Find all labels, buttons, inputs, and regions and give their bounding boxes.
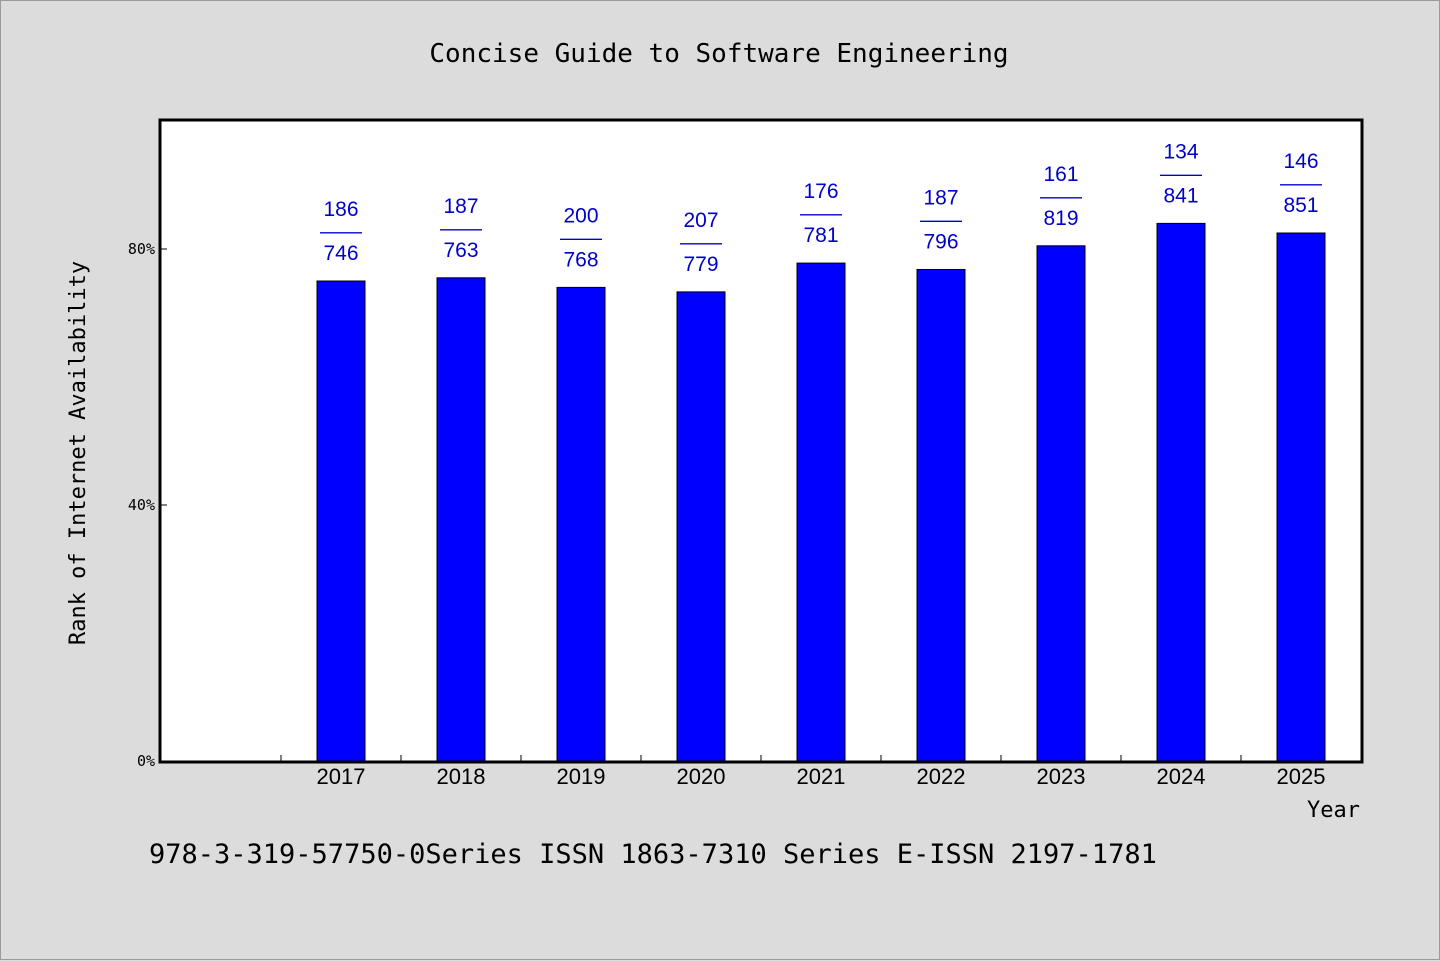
bar-label-bottom-2018: 763 (443, 239, 478, 262)
bars-group (316, 222, 1326, 762)
y-tick-label: 0% (137, 752, 155, 770)
bar-label-bottom-2020: 779 (683, 253, 718, 276)
x-tick-label-2025: 2025 (1277, 764, 1326, 789)
bar-2018 (436, 277, 486, 762)
bar-label-separator: —— (1280, 172, 1322, 195)
bar-labels-group: 186——746187——763200——768207——779176——781… (320, 140, 1322, 275)
x-tick-label-2020: 2020 (677, 764, 726, 789)
y-axis: 0% 40% 80% (128, 240, 167, 770)
bar-label-top-2025: 146 (1283, 150, 1318, 173)
x-tick-label-2024: 2024 (1157, 764, 1206, 789)
bar-label-top-2022: 187 (923, 186, 958, 209)
bar-label-top-2024: 134 (1163, 140, 1198, 163)
bar-2024 (1156, 222, 1206, 762)
bar-2017 (316, 280, 366, 762)
bar-label-top-2018: 187 (443, 195, 478, 218)
bar-2022 (916, 268, 966, 762)
bar-label-separator: —— (440, 217, 482, 240)
footer-isbn-text: 978-3-319-57750-0Series ISSN 1863-7310 S… (149, 839, 1157, 870)
bar-label-separator: —— (1040, 185, 1082, 208)
bar-label-bottom-2021: 781 (803, 224, 838, 247)
bar-label-bottom-2024: 841 (1163, 184, 1198, 207)
bar-2023 (1036, 245, 1086, 762)
x-tick-label-2019: 2019 (557, 764, 606, 789)
x-tick-label-2022: 2022 (917, 764, 966, 789)
bar-label-top-2021: 176 (803, 180, 838, 203)
bar-label-bottom-2022: 796 (923, 230, 958, 253)
y-axis-label: Rank of Internet Availability (66, 261, 91, 645)
x-axis-label: Year (1307, 798, 1360, 823)
bar-label-bottom-2023: 819 (1043, 207, 1078, 230)
bar-label-separator: —— (800, 202, 842, 225)
bar-label-bottom-2019: 768 (563, 248, 598, 271)
bar-label-top-2017: 186 (323, 198, 358, 221)
bar-2021 (796, 262, 846, 762)
bar-label-separator: —— (1160, 162, 1202, 185)
x-axis: 2017 2018 2019 2020 2021 2022 2023 2024 2025 (280, 755, 1326, 789)
x-tick-label-2023: 2023 (1037, 764, 1086, 789)
bar-label-bottom-2025: 851 (1283, 194, 1318, 217)
bar-label-bottom-2017: 746 (323, 242, 358, 265)
bar-label-separator: —— (320, 220, 362, 243)
bar-label-top-2020: 207 (683, 209, 718, 232)
y-tick-label: 80% (128, 240, 155, 258)
bar-2025 (1276, 232, 1326, 762)
bar-label-separator: —— (560, 226, 602, 249)
x-tick-label-2017: 2017 (317, 764, 366, 789)
bar-2019 (556, 286, 606, 762)
bar-2020 (676, 291, 726, 762)
bar-label-top-2019: 200 (563, 204, 598, 227)
x-tick-label-2018: 2018 (437, 764, 486, 789)
bar-label-top-2023: 161 (1043, 163, 1078, 186)
chart-title: Concise Guide to Software Engineering (429, 39, 1008, 69)
x-tick-label-2021: 2021 (797, 764, 846, 789)
bar-label-separator: —— (680, 231, 722, 254)
bar-label-separator: —— (920, 208, 962, 231)
y-tick-label: 40% (128, 496, 155, 514)
